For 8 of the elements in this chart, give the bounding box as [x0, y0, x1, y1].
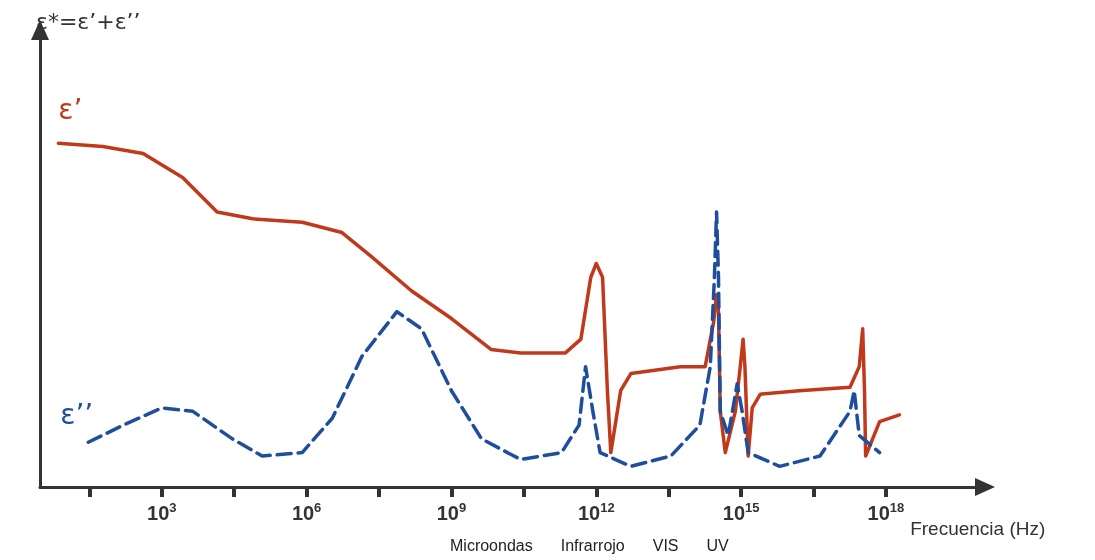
text: VIS [652, 536, 679, 554]
series-label: ε’ [58, 92, 83, 126]
y-axis-title: ε*=ε’+ε’’ [36, 8, 141, 34]
text: Infrarrojo [560, 536, 625, 554]
text: UV [706, 536, 730, 554]
series-label: ε’’ [60, 397, 94, 431]
x-axis-title: Frecuencia (Hz) [910, 518, 1046, 539]
text: Microondas [450, 536, 533, 554]
